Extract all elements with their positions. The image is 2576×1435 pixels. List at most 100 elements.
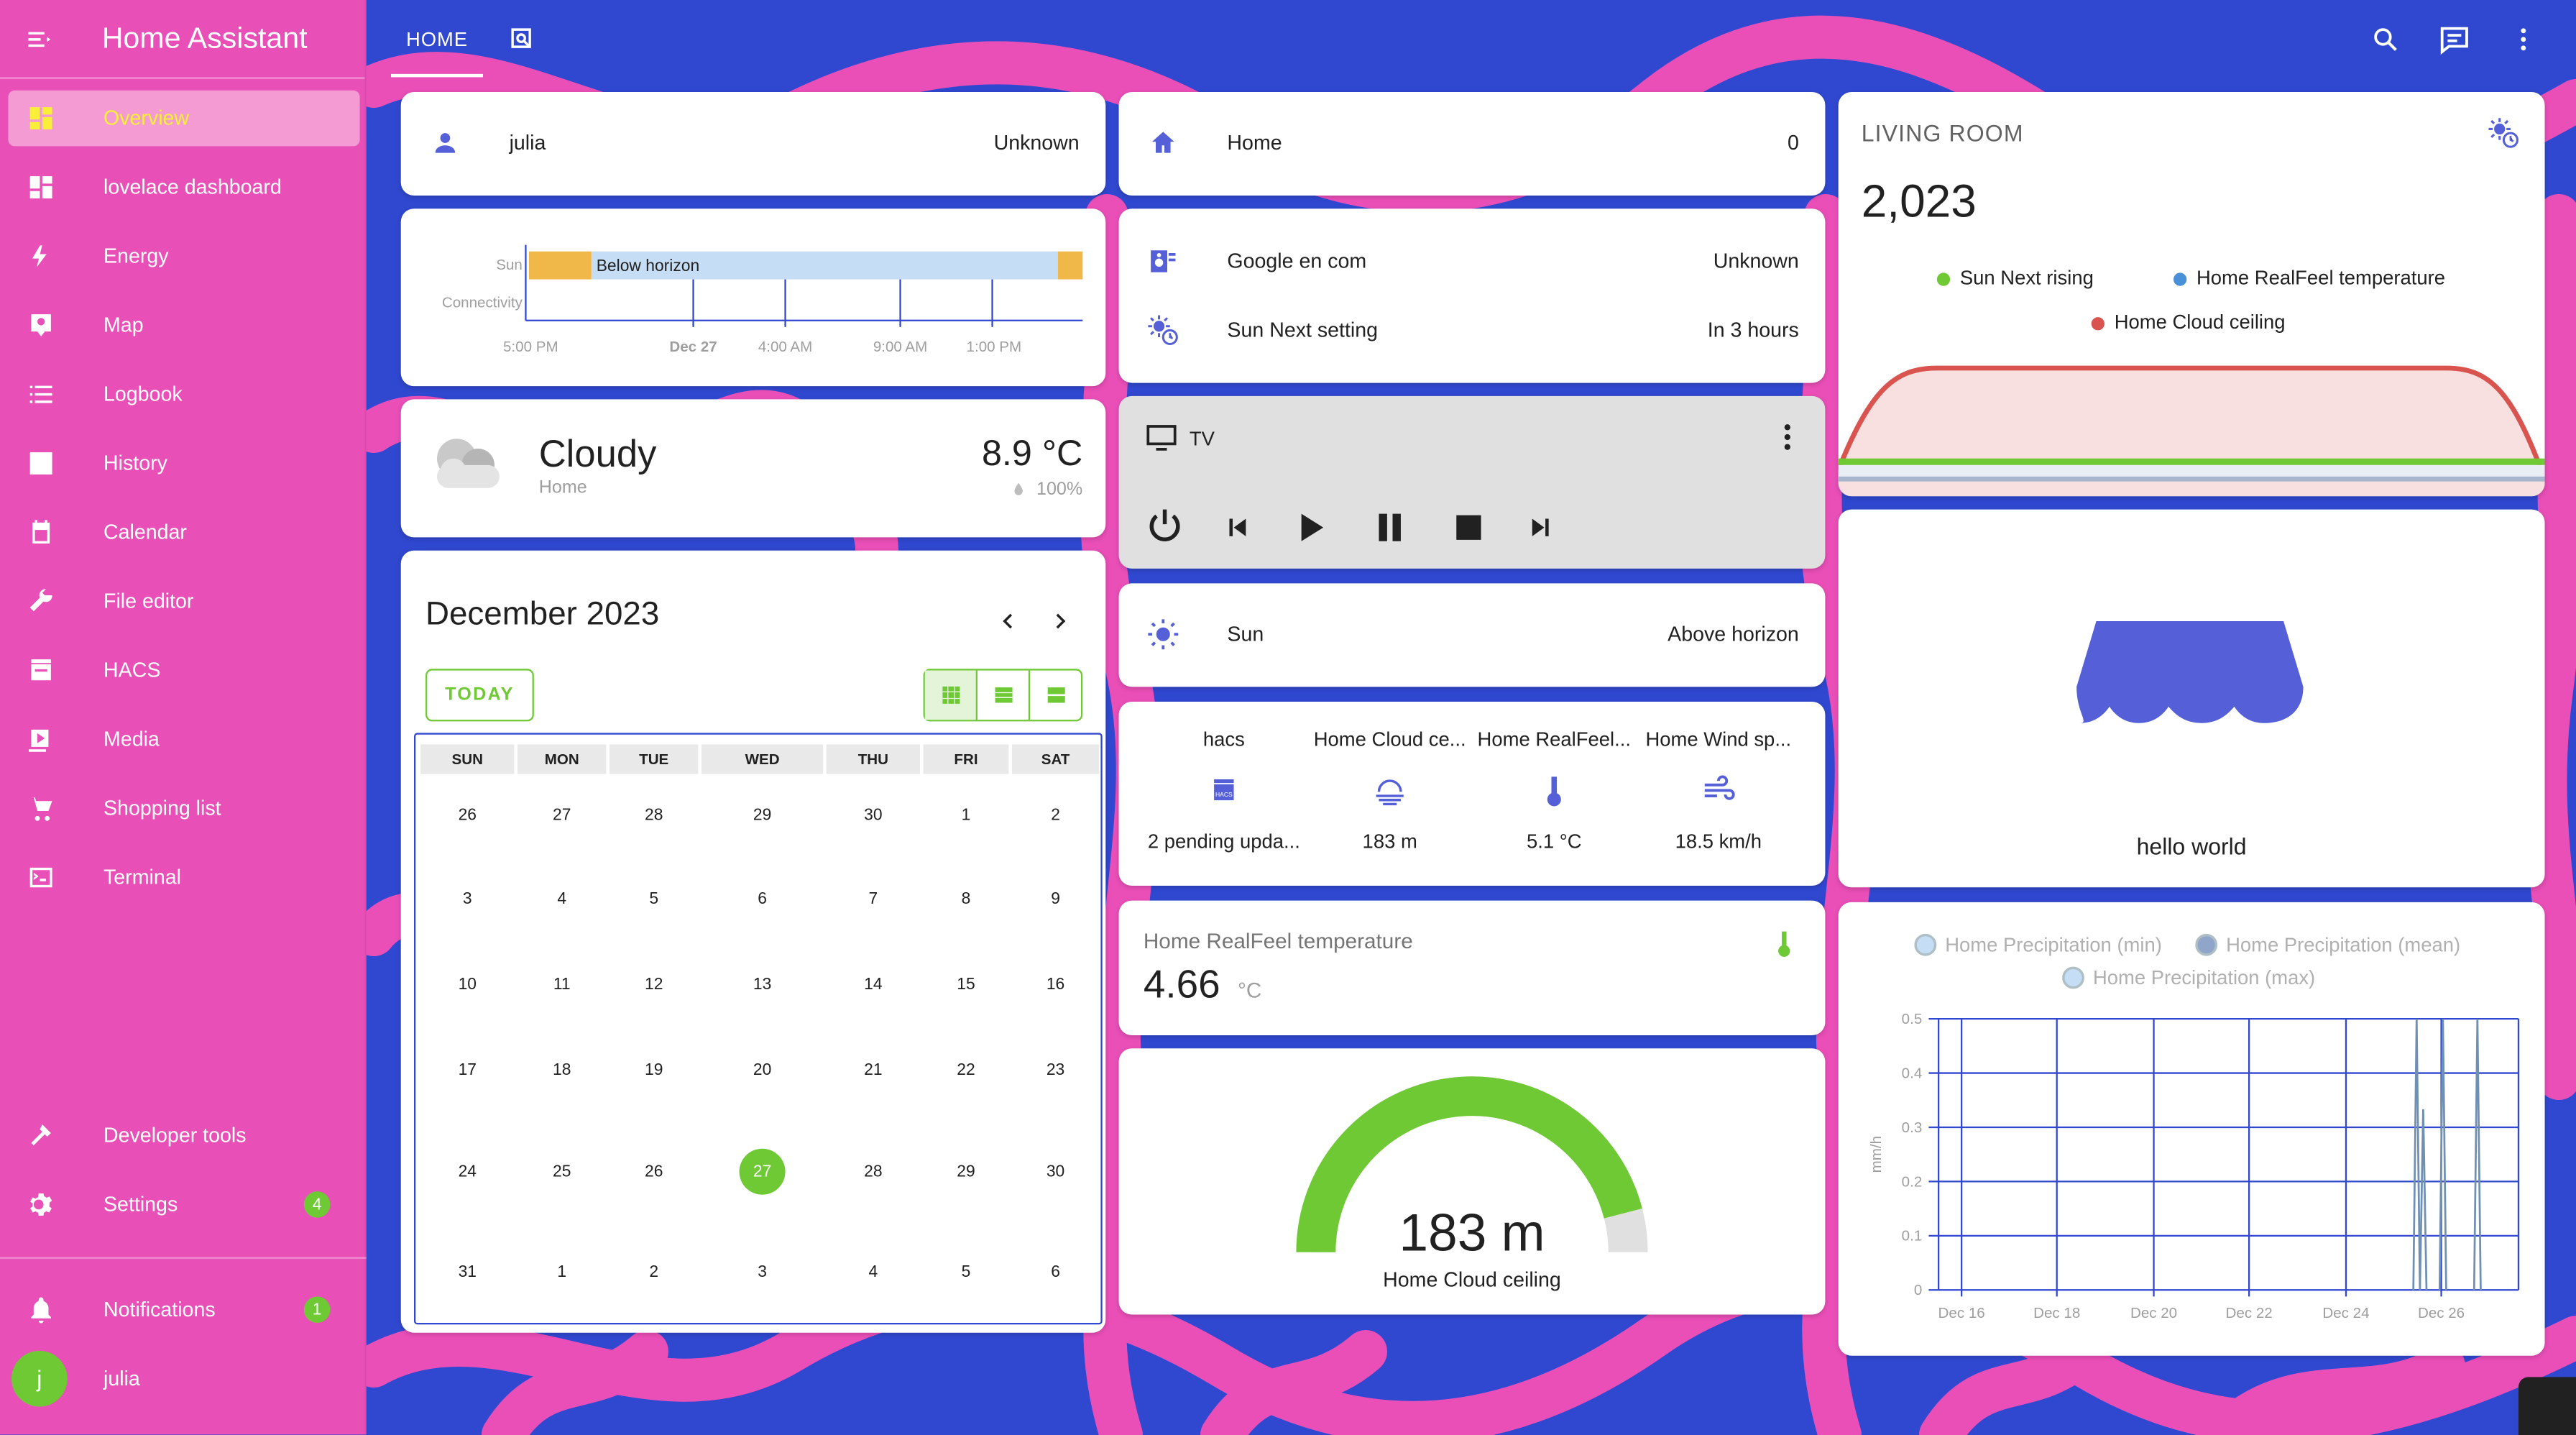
- sidebar-item-settings[interactable]: Settings 4: [8, 1177, 359, 1233]
- living-room-card[interactable]: LIVING ROOM 2,023 Sun Next rising Home R…: [1838, 91, 2545, 497]
- sidebar-item-file-editor[interactable]: File editor: [8, 574, 359, 630]
- pause-icon[interactable]: [1374, 511, 1407, 544]
- overflow-menu-icon[interactable]: [2507, 23, 2540, 56]
- power-icon[interactable]: [1145, 506, 1184, 546]
- zone-row[interactable]: Home 0: [1145, 119, 1799, 168]
- calendar-day-cell[interactable]: 24: [458, 1163, 477, 1181]
- calendar-day-cell[interactable]: 30: [1046, 1163, 1065, 1181]
- sidebar-item-developer-tools[interactable]: Developer tools: [8, 1108, 359, 1164]
- sensor-card[interactable]: Home RealFeel temperature 4.66 °C: [1118, 900, 1826, 1035]
- sidebar-item-energy[interactable]: Energy: [8, 229, 359, 285]
- calendar-day-cell[interactable]: 21: [864, 1060, 883, 1079]
- person-card[interactable]: julia Unknown: [400, 91, 1106, 196]
- sidebar-item-overview[interactable]: Overview: [8, 90, 360, 147]
- calendar-day-cell[interactable]: 1: [557, 1262, 567, 1281]
- calendar-day-cell[interactable]: 7: [868, 889, 878, 908]
- media-more-icon[interactable]: [1782, 424, 1793, 451]
- calendar-day-cell[interactable]: 23: [1046, 1060, 1065, 1079]
- calendar-day-cell[interactable]: 18: [552, 1060, 571, 1079]
- calendar-day-cell[interactable]: 6: [758, 889, 767, 908]
- calendar-day-cell[interactable]: 22: [957, 1060, 975, 1079]
- media-control-card[interactable]: TV: [1118, 395, 1826, 569]
- calendar-day-cell[interactable]: 5: [649, 889, 659, 908]
- entity-row-google[interactable]: Google en com Unknown: [1145, 237, 1799, 286]
- precipitation-chart-card[interactable]: Home Precipitation (min) Home Precipitati…: [1838, 902, 2545, 1356]
- glance-item-wind-speed[interactable]: Home Wind sp... 18.5 km/h: [1637, 728, 1801, 853]
- calendar-day-cell[interactable]: 28: [864, 1163, 883, 1181]
- calendar-day-cell[interactable]: 3: [758, 1262, 767, 1281]
- tab-home[interactable]: HOME: [405, 27, 468, 51]
- calendar-day-cell[interactable]: 2: [649, 1262, 659, 1281]
- calendar-day-cell[interactable]: 8: [961, 889, 971, 908]
- zone-card[interactable]: Home 0: [1118, 91, 1826, 196]
- calendar-day-cell[interactable]: 19: [644, 1060, 663, 1079]
- sidebar-item-hacs[interactable]: HACS: [8, 643, 359, 699]
- calendar-day-cell[interactable]: 26: [458, 806, 477, 825]
- sidebar-item-lovelace[interactable]: lovelace dashboard: [8, 160, 359, 216]
- day-view-button[interactable]: [1028, 670, 1081, 720]
- calendar-day-cell[interactable]: 2: [1051, 806, 1060, 825]
- calendar-day-cell[interactable]: 9: [1051, 889, 1060, 908]
- assist-chat-icon[interactable]: [2438, 23, 2471, 56]
- person-row[interactable]: julia Unknown: [427, 119, 1080, 168]
- calendar-day-cell[interactable]: 29: [957, 1163, 975, 1181]
- calendar-day-cell[interactable]: 10: [458, 975, 477, 994]
- timeline-segment-above[interactable]: [528, 251, 592, 280]
- calendar-day-cell[interactable]: 4: [868, 1262, 878, 1281]
- calendar-day-cell[interactable]: 17: [458, 1060, 477, 1079]
- calendar-day-cell[interactable]: 1: [961, 806, 971, 825]
- stop-icon[interactable]: [1454, 513, 1484, 542]
- calendar-day-cell[interactable]: 11: [553, 975, 571, 994]
- calendar-day-cell[interactable]: 12: [644, 975, 663, 994]
- calendar-day-cell[interactable]: 15: [957, 975, 975, 994]
- sidebar-item-terminal[interactable]: Terminal: [8, 850, 359, 906]
- glance-card[interactable]: hacs HACS 2 pending upda... Home Cloud c…: [1118, 701, 1826, 886]
- sidebar-item-logbook[interactable]: Logbook: [8, 367, 359, 423]
- play-icon[interactable]: [1294, 511, 1328, 544]
- history-graph-card[interactable]: Sun Connectivity Below horizon 5:00 PM D…: [400, 208, 1106, 387]
- calendar-day-cell[interactable]: 20: [753, 1060, 772, 1079]
- calendar-day-cell[interactable]: 14: [864, 975, 883, 994]
- sidebar-item-history[interactable]: History: [8, 436, 359, 492]
- entities-card[interactable]: Google en com Unknown Sun Next setting I…: [1118, 208, 1826, 383]
- week-view-button[interactable]: [975, 670, 1029, 720]
- glance-item-cloud-ceiling[interactable]: Home Cloud ce... 183 m: [1307, 728, 1472, 853]
- calendar-day-cell[interactable]: 27: [739, 1148, 786, 1195]
- calendar-day-cell[interactable]: 26: [644, 1163, 663, 1181]
- calendar-day-cell[interactable]: 5: [961, 1262, 971, 1281]
- calendar-day-cell[interactable]: 4: [557, 889, 567, 908]
- calendar-day-cell[interactable]: 31: [458, 1262, 477, 1281]
- calendar-day-cell[interactable]: 16: [1046, 975, 1065, 994]
- timeline-segment-below[interactable]: [591, 251, 1058, 280]
- sidebar-item-map[interactable]: Map: [8, 298, 359, 354]
- search-icon[interactable]: [2369, 23, 2402, 56]
- legend-marker[interactable]: [2062, 966, 2084, 989]
- sidebar-item-calendar[interactable]: Calendar: [8, 505, 359, 561]
- month-view-button[interactable]: [924, 670, 976, 720]
- sun-row[interactable]: Sun Above horizon: [1145, 610, 1799, 659]
- previous-track-icon[interactable]: [1224, 514, 1251, 541]
- calendar-day-cell[interactable]: 28: [644, 806, 663, 825]
- legend-marker[interactable]: [1914, 933, 1937, 956]
- timeline-segment-above[interactable]: [1057, 251, 1083, 280]
- sidebar-item-notifications[interactable]: Notifications 1: [8, 1282, 359, 1338]
- sidebar-item-media[interactable]: Media: [8, 712, 359, 768]
- entity-row-sun-next-setting[interactable]: Sun Next setting In 3 hours: [1145, 306, 1799, 355]
- picture-elements-card[interactable]: hello world: [1838, 509, 2545, 888]
- calendar-day-cell[interactable]: 6: [1051, 1262, 1060, 1281]
- sidebar-item-shopping-list[interactable]: Shopping list: [8, 781, 359, 837]
- calendar-day-cell[interactable]: 30: [864, 806, 883, 825]
- sun-entity-card[interactable]: Sun Above horizon: [1118, 583, 1826, 687]
- calendar-next-button[interactable]: [1029, 590, 1091, 653]
- legend-marker[interactable]: [2195, 933, 2218, 956]
- glance-item-hacs[interactable]: hacs HACS 2 pending upda...: [1142, 728, 1307, 853]
- calendar-day-cell[interactable]: 25: [552, 1163, 571, 1181]
- calendar-day-cell[interactable]: 13: [753, 975, 772, 994]
- gauge-card[interactable]: 183 m Home Cloud ceiling: [1118, 1048, 1826, 1315]
- sidebar-item-user[interactable]: j julia: [8, 1350, 359, 1407]
- calendar-card[interactable]: December 2023 TODAY SUN MON TUE WED THU FRI SA…: [400, 550, 1106, 1333]
- calendar-day-cell[interactable]: 29: [753, 806, 772, 825]
- glance-item-realfeel[interactable]: Home RealFeel... 5.1 °C: [1472, 728, 1637, 853]
- map-search-tab-icon[interactable]: [506, 23, 539, 56]
- menu-toggle-button[interactable]: [0, 0, 79, 78]
